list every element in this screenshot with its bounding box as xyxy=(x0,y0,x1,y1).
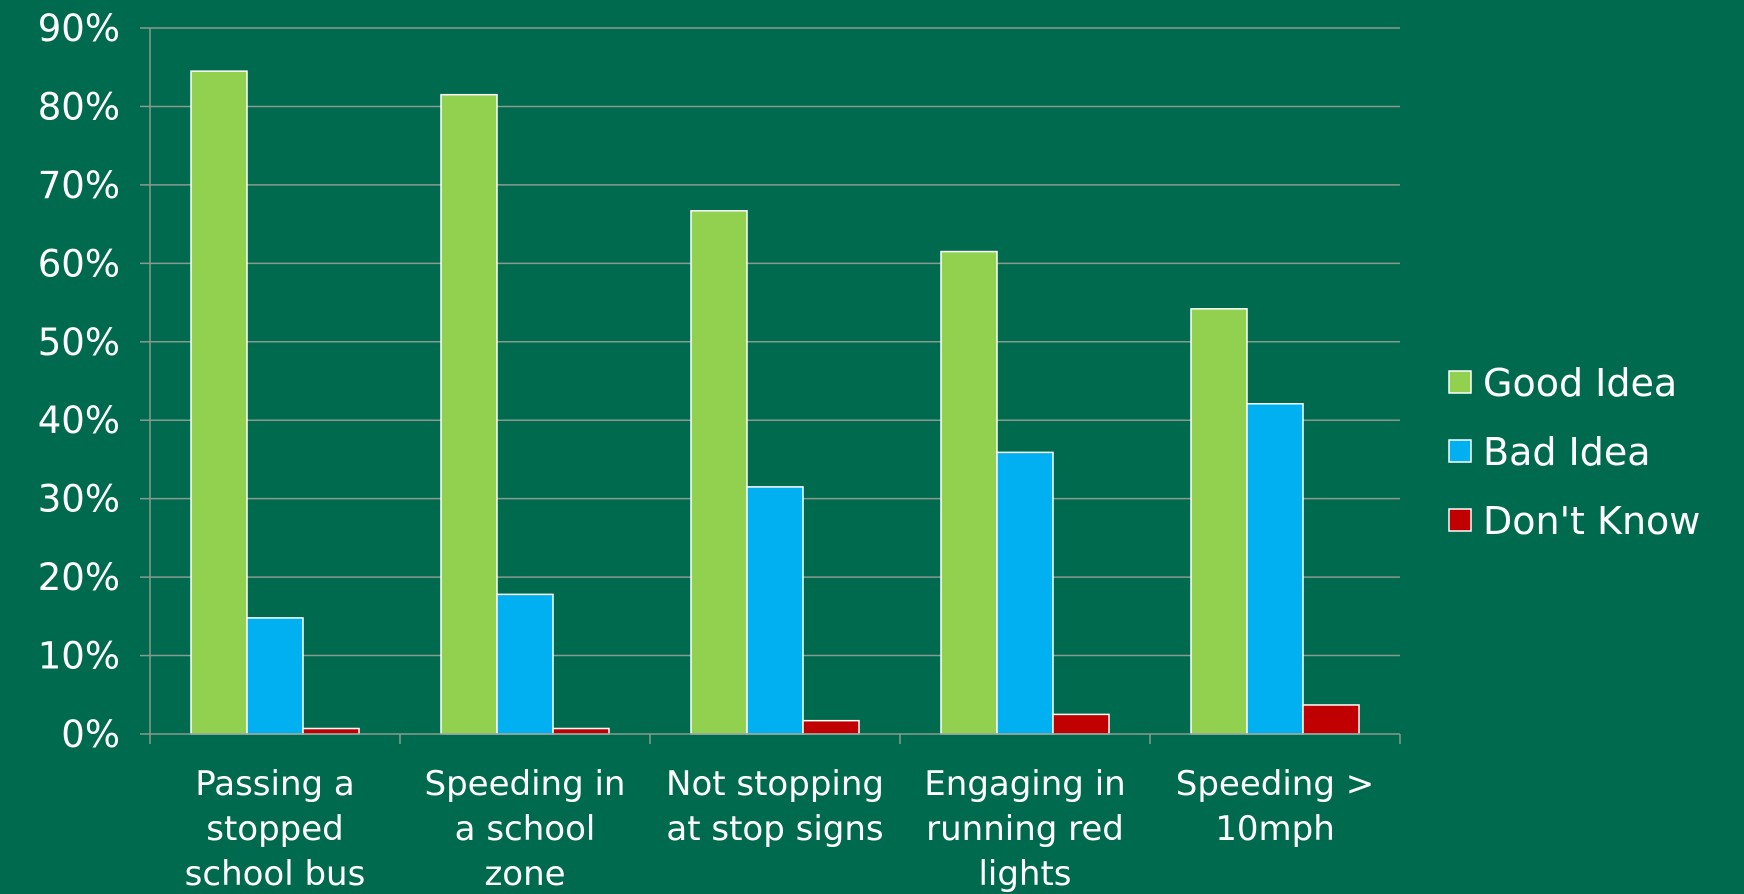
legend-label: Don't Know xyxy=(1483,499,1700,543)
gridlines xyxy=(150,27,1400,657)
y-tick-label: 50% xyxy=(38,321,120,364)
y-tick-label: 90% xyxy=(38,7,120,50)
legend-swatch xyxy=(1448,370,1472,394)
x-tick-label: Not stopping at stop signs xyxy=(666,764,884,849)
y-tick-label: 70% xyxy=(38,164,120,207)
bar-bad-idea-0 xyxy=(246,617,304,735)
bar-good-idea-3 xyxy=(940,250,998,735)
bar-good-idea-4 xyxy=(1190,308,1248,735)
y-tick-label: 0% xyxy=(61,713,120,756)
legend-label: Good Idea xyxy=(1483,361,1677,405)
bar-don-t-know-1 xyxy=(552,727,610,735)
bar-good-idea-2 xyxy=(690,210,748,735)
bar-good-idea-0 xyxy=(190,70,248,735)
bar-don-t-know-4 xyxy=(1302,704,1360,735)
y-tick-label: 20% xyxy=(38,556,120,599)
x-tick-label: Engaging in running red lights xyxy=(924,764,1125,894)
y-tick-label: 60% xyxy=(38,242,120,285)
bar-don-t-know-3 xyxy=(1052,713,1110,735)
bar-good-idea-1 xyxy=(440,93,498,735)
x-tick-label: Speeding >10mph xyxy=(1176,764,1374,849)
x-axis-labels: Passing a stopped school bus Speeding in a s… xyxy=(185,764,1375,894)
y-tick-label: 40% xyxy=(38,399,120,442)
y-tick-label: 80% xyxy=(38,85,120,128)
bar-don-t-know-2 xyxy=(802,719,860,735)
axes xyxy=(140,27,1401,744)
y-tick-label: 10% xyxy=(38,635,120,678)
legend-swatch xyxy=(1448,508,1472,532)
legend-label: Bad Idea xyxy=(1483,430,1651,474)
bar-bad-idea-2 xyxy=(746,486,804,735)
legend-swatch xyxy=(1448,439,1472,463)
y-tick-label: 30% xyxy=(38,478,120,521)
bar-bad-idea-3 xyxy=(996,451,1054,735)
x-tick-label: Speeding in a school zone xyxy=(425,764,626,894)
y-axis-ticks: 0% 10% 20% 30% 40% 50% 60% 70% 80% 90% xyxy=(38,7,120,756)
bar-bad-idea-1 xyxy=(496,593,554,735)
bar-bad-idea-4 xyxy=(1246,402,1304,735)
legend: Good Idea Bad Idea Don't Know xyxy=(1448,361,1700,543)
bar-don-t-know-0 xyxy=(302,727,360,735)
bars xyxy=(190,70,1360,735)
x-tick-label: Passing a stopped school bus xyxy=(185,764,366,894)
